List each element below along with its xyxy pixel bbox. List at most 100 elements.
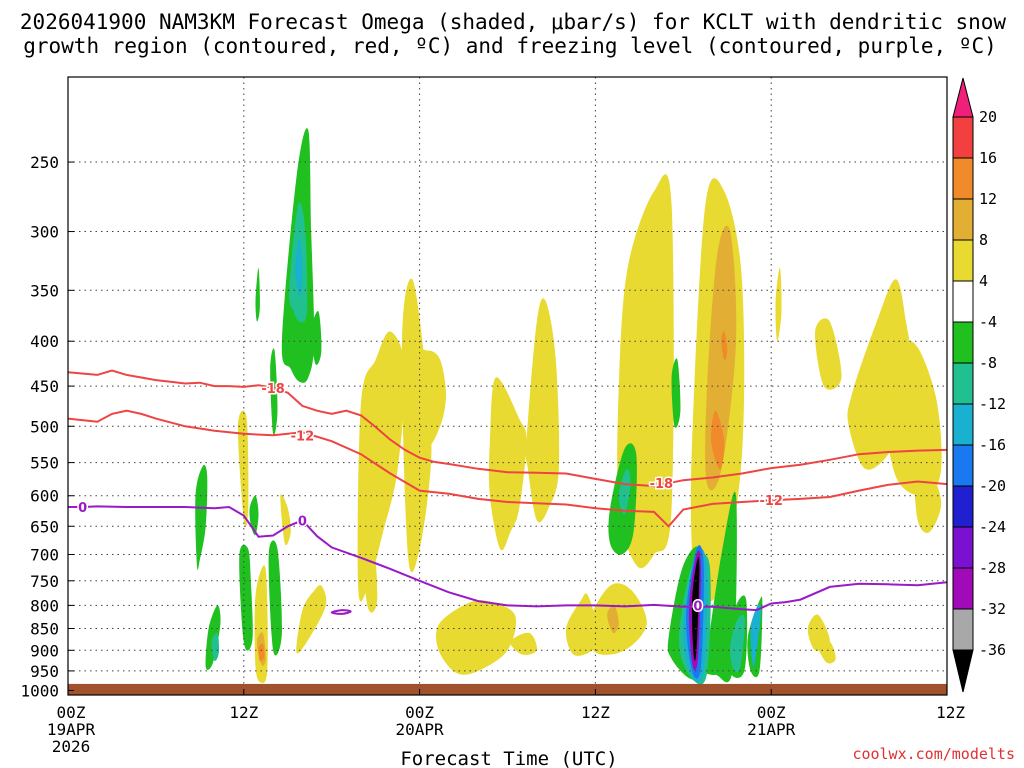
omega-patch-31 (618, 469, 631, 515)
omega-patch-20 (401, 278, 432, 573)
colorbar-bin-4 (952, 239, 974, 282)
contour-label-warm-1: -12 (291, 429, 315, 444)
omega-patch-52 (914, 459, 942, 534)
omega-patch-25 (525, 298, 560, 523)
omega-patch-22 (435, 600, 517, 675)
x-tick-label-2-0: 00Z (405, 703, 434, 722)
contour-line-1 (67, 409, 948, 528)
colorbar-label-3: 8 (979, 231, 988, 249)
colorbar-label-1: 16 (979, 149, 997, 167)
chart-title-line-2: growth region (contoured, red, ºC) and f… (23, 34, 997, 58)
colorbar-label-10: -24 (979, 518, 1006, 536)
omega-patch-32 (671, 358, 681, 428)
omega-patch-12 (237, 410, 249, 528)
y-tick-label-1000: 1000 (20, 681, 59, 700)
omega-patch-5 (270, 348, 278, 436)
colorbar-label-7: -12 (979, 395, 1006, 413)
freezing-closed-contour (330, 609, 352, 615)
omega-patch-36 (721, 331, 728, 361)
y-tick-label-700: 700 (30, 546, 59, 565)
colorbar-label-9: -20 (979, 477, 1006, 495)
omega-patch-10 (239, 544, 253, 651)
plot-frame (67, 76, 948, 696)
omega-patch-17 (296, 585, 327, 654)
omega-patch-24 (488, 377, 527, 551)
colorbar-bin-8 (952, 403, 974, 446)
omega-patch-43 (691, 557, 700, 661)
colorbar-label-0: 20 (979, 108, 997, 126)
colorbar-label-2: 12 (979, 190, 997, 208)
colorbar-bin-13 (952, 608, 974, 651)
y-tick-label-400: 400 (30, 332, 59, 351)
contour-line-2 (68, 505, 948, 612)
pressure-axis: 250 300 350 400 450 500 550 600 650 700 750 800 850 9… (20, 153, 74, 700)
contour-label-cold-1: -18 (261, 382, 285, 397)
colorbar-bin-9 (952, 444, 974, 487)
x-tick-label-5-0: 12Z (936, 703, 965, 722)
omega-patch-48 (775, 267, 782, 342)
colorbar-bin-10 (952, 485, 974, 528)
omega-patch-11 (268, 540, 283, 656)
contour-label-warm-2: -12 (759, 494, 783, 509)
colorbar-bin-11 (952, 526, 974, 569)
omega-patch-51 (884, 341, 942, 496)
omega-patch-6 (195, 464, 208, 571)
omega-patch-16 (280, 494, 291, 546)
colorbar-label-6: -8 (979, 354, 997, 372)
colorbar-label-5: -4 (979, 313, 997, 331)
y-tick-label-500: 500 (30, 417, 59, 436)
y-tick-label-600: 600 (30, 487, 59, 506)
y-tick-label-450: 450 (30, 377, 59, 396)
colorbar-bin-3 (952, 198, 974, 241)
x-tick-label-0-1: 19APR (47, 720, 96, 739)
colorbar-label-13: -36 (979, 641, 1006, 659)
omega-patch-28 (607, 605, 619, 634)
x-tick-label-0-0: 00Z (57, 703, 86, 722)
y-tick-label-350: 350 (30, 281, 59, 300)
ground-surface (68, 683, 947, 695)
y-tick-label-750: 750 (30, 572, 59, 591)
x-tick-label-2-1: 20APR (396, 720, 445, 739)
x-tick-label-3-0: 12Z (581, 703, 610, 722)
chart-title-line-1: 2026041900 NAM3KM Forecast Omega (shaded… (20, 10, 1007, 34)
y-tick-label-650: 650 (30, 517, 59, 536)
y-tick-label-250: 250 (30, 153, 59, 172)
contour-label-freezing-2: 0 (298, 514, 307, 529)
colorbar-bin-1 (952, 116, 974, 159)
contour-label-freezing-1: 0 (78, 501, 87, 516)
omega-patch-4 (255, 267, 260, 322)
credit-link[interactable]: coolwx.com/modelts (852, 745, 1015, 763)
y-tick-label-300: 300 (30, 223, 59, 242)
x-tick-label-4-0: 00Z (757, 703, 786, 722)
colorbar-top-arrow (952, 77, 974, 118)
colorbar-label-11: -28 (979, 559, 1006, 577)
grid-lines (67, 77, 948, 695)
x-tick-label-4-1: 21APR (747, 720, 796, 739)
contour-labels: -18 -18 -12 -12 0 0 0 (77, 380, 785, 616)
contour-line-0 (67, 369, 948, 488)
omega-patch-49 (814, 318, 842, 390)
colorbar-label-12: -32 (979, 600, 1006, 618)
omega-patch-35 (710, 410, 725, 470)
colorbar-label-4: 4 (979, 272, 988, 290)
contour-label-freezing-3: 0 (693, 599, 702, 614)
colorbar-bottom-arrow (952, 649, 974, 693)
colorbar: 20 16 12 8 4 -4 -8 -12 -16 -20 -24 -28 -32 -36 (952, 77, 1006, 693)
omega-patch-15 (258, 643, 265, 662)
colorbar-label-8: -16 (979, 436, 1006, 454)
colorbar-bin-12 (952, 567, 974, 610)
y-tick-label-950: 950 (30, 662, 59, 681)
omega-patch-54 (818, 640, 836, 664)
y-tick-label-550: 550 (30, 454, 59, 473)
omega-shading (195, 128, 942, 685)
omega-patch-2 (295, 237, 303, 298)
isotherm-contours (67, 369, 948, 615)
x-tick-label-0-2: 2026 (52, 737, 91, 756)
x-axis-title: Forecast Time (UTC) (400, 748, 617, 768)
omega-patch-3 (311, 311, 322, 366)
contour-label-cold-2: -18 (650, 477, 674, 492)
x-tick-label-1-0: 12Z (229, 703, 258, 722)
omega-patch-45 (730, 614, 745, 673)
colorbar-bin-7 (952, 362, 974, 405)
